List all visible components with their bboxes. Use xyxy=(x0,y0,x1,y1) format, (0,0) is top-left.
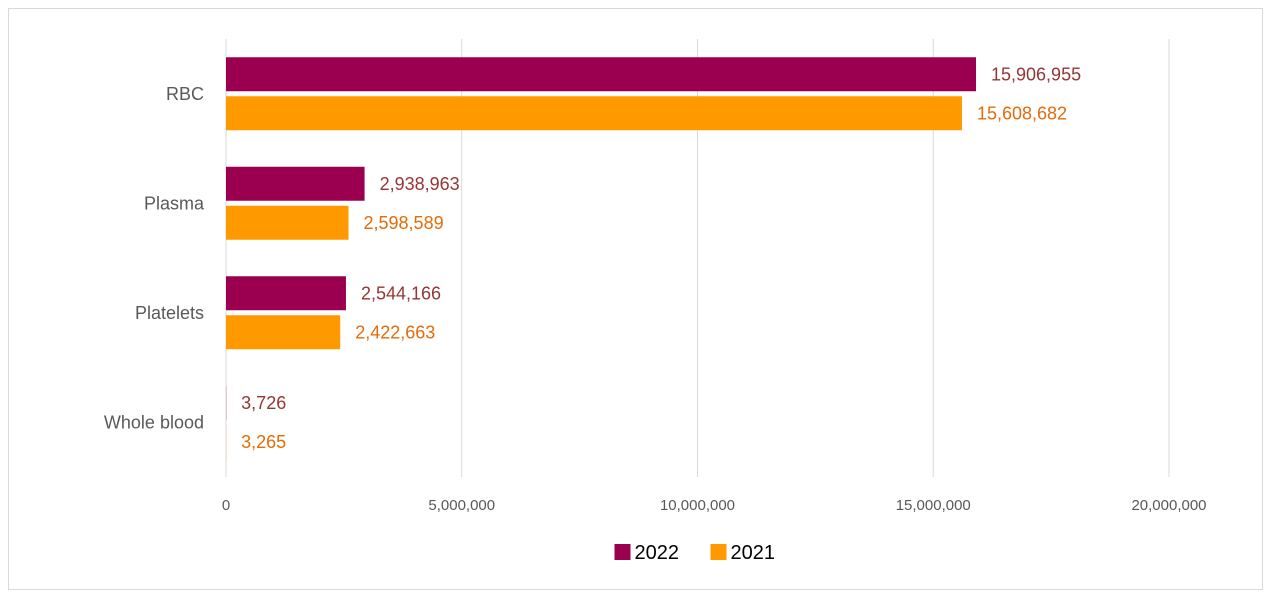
category-label: Platelets xyxy=(135,303,204,323)
x-tick-label: 20,000,000 xyxy=(1131,497,1206,514)
data-label-2021: 2,422,663 xyxy=(355,322,435,342)
category-label: RBC xyxy=(166,84,204,104)
value-axis: 0 5,000,000 10,000,000 15,000,000 20,000,000 xyxy=(222,497,1207,514)
bar-2021 xyxy=(226,315,341,350)
data-label-2022: 2,544,166 xyxy=(361,283,441,303)
bar-2022 xyxy=(226,276,346,311)
data-label-2022: 2,938,963 xyxy=(380,174,460,194)
x-tick-label: 15,000,000 xyxy=(896,497,971,514)
bars xyxy=(226,57,977,459)
bar-2022 xyxy=(226,57,977,92)
data-label-2021: 3,265 xyxy=(241,432,286,452)
category-label: Plasma xyxy=(144,193,205,213)
data-label-2021: 2,598,589 xyxy=(364,213,444,233)
legend-swatch-2021 xyxy=(710,544,727,560)
x-tick-label: 10,000,000 xyxy=(660,497,735,514)
x-tick-label: 0 xyxy=(222,497,230,514)
x-tick-label: 5,000,000 xyxy=(428,497,495,514)
legend-label-2021: 2021 xyxy=(731,542,776,564)
data-label-2021: 15,608,682 xyxy=(977,103,1067,123)
legend-swatch-2022 xyxy=(614,544,631,560)
bar-2021 xyxy=(226,96,962,131)
data-label-2022: 3,726 xyxy=(241,393,286,413)
legend: 2022 2021 xyxy=(614,542,776,564)
bar-2021 xyxy=(226,205,349,240)
category-axis: RBC Plasma Platelets Whole blood xyxy=(104,84,205,433)
data-labels: 15,906,955 15,608,682 2,938,963 2,598,589 2,… xyxy=(241,64,1081,452)
bar-2022 xyxy=(226,166,365,201)
legend-label-2022: 2022 xyxy=(635,542,680,564)
data-label-2022: 15,906,955 xyxy=(991,64,1081,84)
category-label: Whole blood xyxy=(104,412,204,432)
